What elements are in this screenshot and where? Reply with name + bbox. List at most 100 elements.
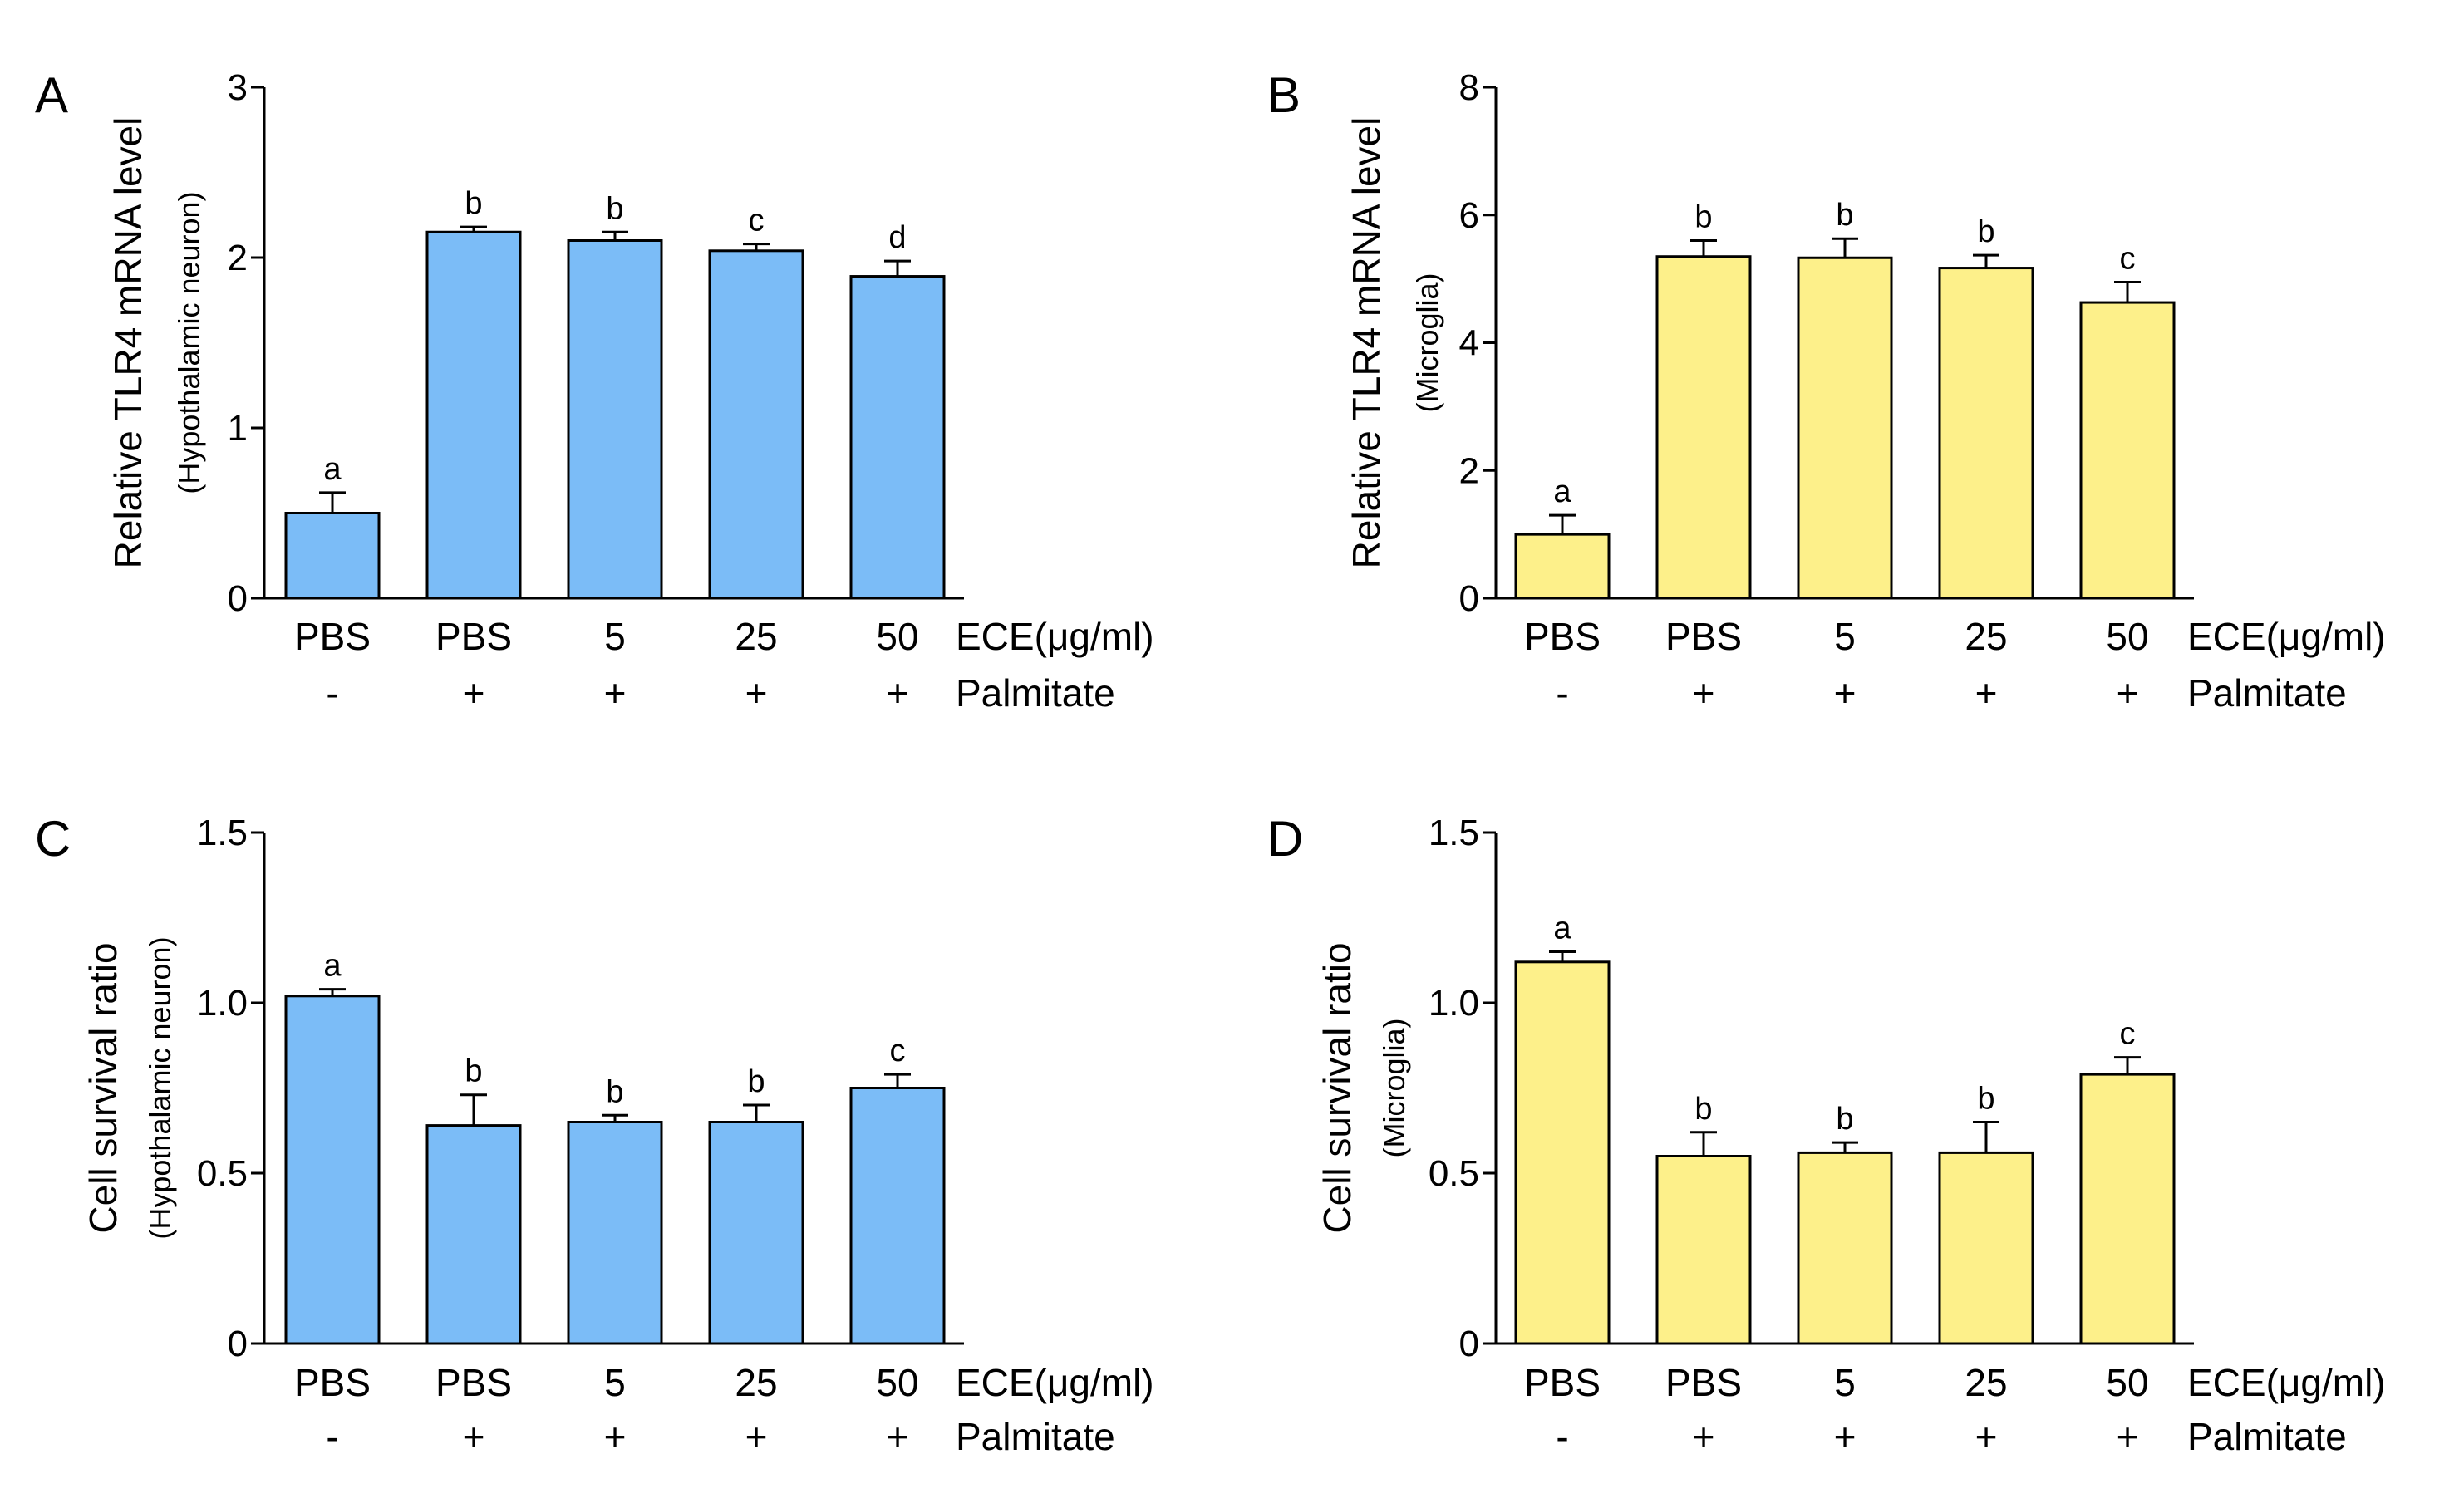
significance-label: b [1977,214,1994,249]
y-axis-subtitle: (Microglia) [1410,273,1444,412]
y-tick-label: 1.0 [197,983,248,1024]
treatment-label: + [887,671,909,715]
bar [849,275,946,600]
significance-label: b [1977,1082,1994,1117]
treatment-label: - [1556,671,1568,715]
bar [1655,255,1752,600]
significance-label: b [465,186,482,221]
bar [284,512,381,600]
y-tick-label: 0.5 [197,1153,248,1194]
significance-label: a [1553,911,1571,946]
y-axis-title: Cell survival ratio [1316,942,1359,1233]
chart-panel-b: B 0 2 4 6 8 Relative TLR4 mRNA level (Microglia… [1267,67,2386,715]
y-tick-label: 8 [1459,67,1479,108]
y-axis-subtitle: (Hypothalamic neuron) [172,191,206,494]
bar [567,1121,663,1345]
treatment-label: + [463,671,485,715]
x-category-label: PBS [1665,615,1742,658]
x-category-label: PBS [435,1361,512,1404]
y-axis-title: Relative TLR4 mRNA level [1345,117,1388,569]
y-axis-subtitle: (Hypothalamic neuron) [143,936,177,1239]
x-category-label: 50 [876,615,918,658]
significance-label: b [606,1074,623,1109]
treatment-label: - [326,1415,338,1458]
y-axis-title: Cell survival ratio [81,942,125,1233]
y-tick-label: 2 [228,238,248,278]
chart-panel-d: D 0 0.5 1.0 1.5 Cell survival ratio (Microglia… [1267,811,2386,1458]
ece-row-label: ECE(μg/ml) [956,615,1154,658]
palmitate-row-label: Palmitate [2187,1415,2347,1458]
treatment-label: + [2117,1415,2139,1458]
significance-label: b [1836,198,1853,233]
treatment-label: + [604,1415,627,1458]
treatment-label: + [1693,671,1715,715]
ece-row-label: ECE(μg/ml) [2187,615,2386,658]
significance-label: b [1836,1102,1853,1137]
panel-letter: C [35,811,71,867]
y-tick-label: 1.5 [197,813,248,853]
x-category-label: PBS [1524,1361,1601,1404]
bar [567,239,663,600]
bar [1514,960,1611,1345]
treatment-label: + [2117,671,2139,715]
y-axis-title: Relative TLR4 mRNA level [106,117,150,569]
significance-label: a [323,949,342,984]
treatment-label: + [1975,671,1998,715]
bar [1514,533,1611,600]
x-category-label: 5 [604,1361,626,1404]
y-tick-label: 0 [1459,1324,1479,1364]
bar [2079,1073,2176,1345]
x-category-label: PBS [294,615,371,658]
treatment-label: + [887,1415,909,1458]
significance-label: b [1694,200,1712,235]
significance-label: c [2120,1017,2136,1052]
panel-letter: A [35,67,68,123]
treatment-label: - [326,671,338,715]
bar [1938,267,2034,600]
significance-label: b [1694,1092,1712,1127]
significance-label: b [747,1064,765,1099]
significance-label: d [888,220,906,255]
palmitate-row-label: Palmitate [956,1415,1115,1458]
ece-row-label: ECE(μg/ml) [2187,1361,2386,1404]
x-category-label: 50 [2106,615,2148,658]
treatment-label: + [745,1415,768,1458]
y-tick-label: 2 [1459,450,1479,491]
treatment-label: - [1556,1415,1568,1458]
significance-label: a [323,452,342,487]
bar [1797,256,1893,600]
significance-label: a [1553,474,1571,509]
bar [1938,1151,2034,1345]
treatment-label: + [1834,671,1857,715]
bar [1797,1151,1893,1345]
y-tick-label: 0.5 [1429,1153,1479,1194]
chart-panel-c: C 0 0.5 1.0 1.5 Cell survival ratio (Hypothala… [35,811,1154,1458]
bar [849,1087,946,1345]
y-tick-label: 0 [228,578,248,619]
x-category-label: 5 [1834,615,1856,658]
y-tick-label: 1 [228,408,248,449]
treatment-label: + [1975,1415,1998,1458]
x-category-label: 25 [1965,1361,2007,1404]
x-category-label: PBS [1665,1361,1742,1404]
y-tick-label: 6 [1459,195,1479,236]
x-category-label: 5 [1834,1361,1856,1404]
bar [284,995,381,1345]
bar [708,1121,804,1345]
treatment-label: + [1834,1415,1857,1458]
y-tick-label: 1.0 [1429,983,1479,1024]
treatment-label: + [604,671,627,715]
x-category-label: 25 [735,1361,777,1404]
chart-panel-a: A 0 1 2 3 Relative TLR4 mRNA level (Hypothalam… [35,67,1154,715]
bar [2079,301,2176,600]
x-category-label: 50 [2106,1361,2148,1404]
significance-label: b [465,1054,482,1089]
x-category-label: 50 [876,1361,918,1404]
ece-row-label: ECE(μg/ml) [956,1361,1154,1404]
x-category-label: PBS [1524,615,1601,658]
x-category-label: 5 [604,615,626,658]
significance-label: b [606,191,623,226]
y-tick-label: 0 [228,1324,248,1364]
treatment-label: + [463,1415,485,1458]
